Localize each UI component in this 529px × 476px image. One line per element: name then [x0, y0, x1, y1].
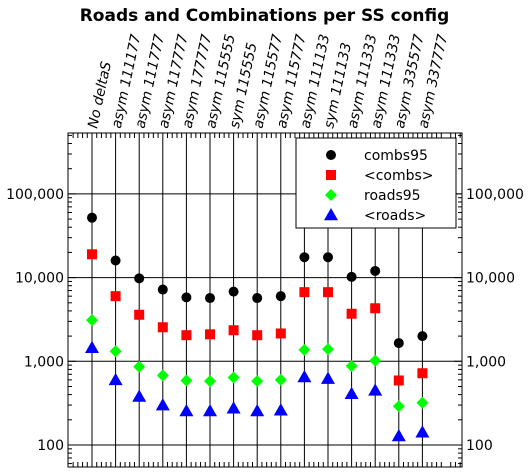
data-point: [345, 359, 358, 372]
data-point: [226, 401, 241, 414]
data-point: [299, 252, 310, 263]
data-point: [299, 287, 310, 298]
data-point: [251, 375, 264, 388]
data-point: [368, 383, 383, 396]
plot-frame: [67, 132, 463, 468]
legend-marker: [325, 189, 337, 201]
data-point: [180, 374, 193, 387]
data-point: [134, 309, 145, 320]
data-point: [155, 398, 170, 411]
data-point: [275, 291, 286, 302]
y-tick-label-right: 1,000: [466, 354, 506, 370]
axis-ticks: [68, 133, 462, 467]
data-point: [393, 338, 404, 349]
data-point: [416, 396, 429, 409]
legend-box: [295, 137, 457, 229]
data-point: [133, 360, 146, 373]
data-point: [370, 265, 381, 276]
data-point: [274, 373, 287, 386]
data-point: [297, 369, 312, 383]
data-point: [417, 368, 428, 379]
data-marks: [85, 212, 430, 442]
data-point: [228, 286, 239, 297]
data-point: [156, 369, 169, 382]
data-point: [110, 291, 121, 302]
data-point: [273, 403, 288, 416]
y-tick-label-left: 100,000: [6, 187, 64, 203]
data-point: [417, 331, 428, 342]
data-point: [250, 403, 265, 417]
data-point: [181, 292, 192, 303]
data-point: [275, 328, 286, 339]
y-tick-label-left: 1,000: [24, 354, 64, 370]
data-point: [87, 249, 97, 260]
legend-label: roads95: [364, 188, 421, 204]
data-point: [205, 329, 215, 340]
data-point: [205, 293, 215, 304]
legend-label: <roads>: [364, 208, 426, 224]
y-tick-label-right: 10,000: [466, 271, 515, 287]
data-point: [346, 308, 357, 319]
legend-marker: [324, 208, 338, 221]
legend: combs95 <combs> roads95 <roads>: [295, 137, 457, 229]
y-tick-label-right: 100: [466, 438, 493, 454]
y-tick-label-right: 100,000: [466, 187, 524, 203]
data-point: [252, 293, 263, 304]
data-point: [415, 425, 430, 438]
data-point: [391, 429, 406, 442]
data-point: [134, 273, 145, 284]
y-tick-label-left: 10,000: [15, 271, 64, 287]
data-point: [323, 252, 333, 263]
data-point: [321, 371, 335, 384]
legend-marker: [326, 150, 336, 160]
data-point: [392, 400, 405, 413]
data-point: [298, 343, 311, 356]
data-point: [344, 386, 359, 399]
data-point: [157, 322, 168, 333]
data-point: [346, 271, 357, 282]
data-point: [109, 345, 122, 358]
data-point: [252, 330, 263, 341]
data-point: [204, 375, 216, 388]
data-point: [85, 340, 99, 354]
data-point: [110, 255, 121, 266]
data-point: [203, 403, 217, 417]
data-point: [181, 330, 192, 341]
data-point: [228, 325, 239, 336]
chart-title: Roads and Combinations per SS config: [80, 6, 450, 26]
data-point: [393, 375, 404, 386]
y-tick-labels: 100 100 1,000 1,000 10,000 10,000 100,000 100,0…: [6, 187, 524, 454]
data-point: [157, 284, 168, 295]
data-point: [132, 389, 147, 402]
data-point: [322, 343, 334, 356]
data-point: [369, 354, 382, 367]
data-point: [323, 287, 333, 298]
y-tick-label-left: 100: [37, 438, 64, 454]
data-point: [179, 403, 194, 417]
data-point: [370, 303, 381, 314]
data-point: [86, 314, 98, 327]
data-point: [227, 371, 240, 384]
data-point: [87, 212, 97, 223]
legend-marker: [326, 170, 336, 180]
data-point: [108, 372, 123, 386]
legend-label: <combs>: [364, 168, 434, 184]
legend-label: combs95: [364, 148, 428, 164]
